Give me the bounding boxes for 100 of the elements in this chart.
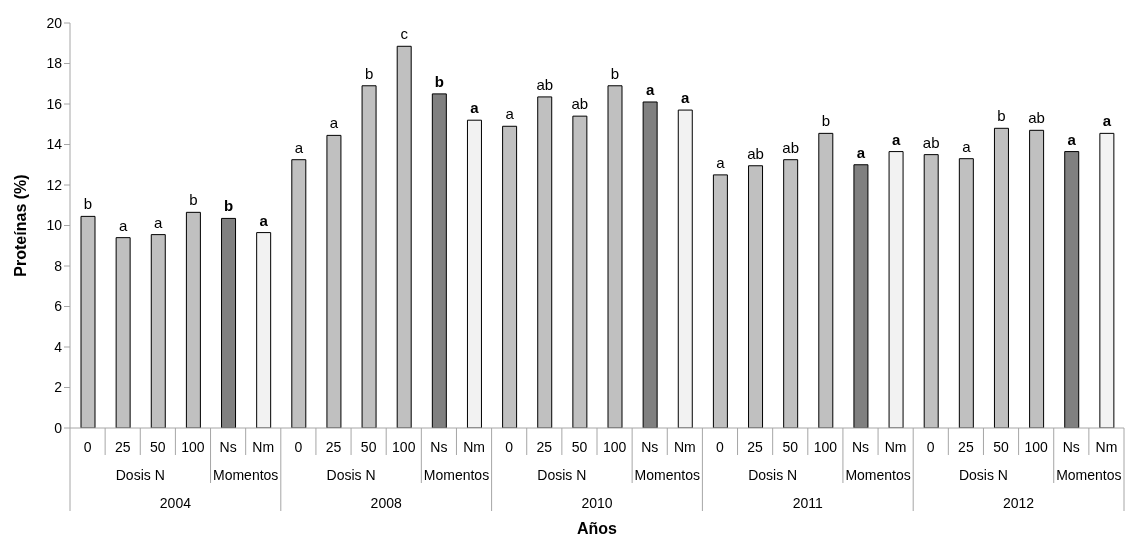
data-label: a: [856, 143, 866, 161]
text: Momentos: [212, 467, 279, 483]
bar: [1029, 129, 1045, 428]
bar: [748, 165, 764, 428]
bar: [853, 164, 869, 428]
x-tick-label: 100: [813, 439, 838, 455]
text: Momentos: [423, 467, 490, 483]
bar: [572, 115, 588, 428]
text: 2011: [792, 495, 824, 511]
text: Momentos: [1056, 467, 1122, 483]
x-tick-label: 50: [571, 439, 588, 455]
bar: [958, 158, 974, 428]
bar: [677, 109, 693, 428]
data-label: c: [400, 25, 409, 43]
text: 2008: [370, 495, 402, 511]
x-tick-label: Nm: [884, 439, 907, 455]
x-tick-label: 0: [83, 439, 92, 455]
bar: [712, 174, 728, 428]
x-tick-label: 100: [1024, 439, 1049, 455]
bar: [993, 127, 1009, 428]
bar: [537, 96, 553, 428]
data-label: ab: [536, 75, 554, 93]
y-tick-label: 0: [54, 419, 63, 436]
bar: [466, 119, 482, 428]
x-tick-label: 50: [150, 439, 166, 455]
text: 2004: [159, 495, 192, 511]
bar: [607, 85, 623, 428]
data-label: a: [1102, 112, 1112, 130]
x-tick-label: Ns: [851, 439, 870, 455]
bar: [502, 125, 518, 428]
data-label: a: [962, 137, 972, 155]
x-tick-label: 0: [294, 439, 303, 455]
x-tick-label: Ns: [1062, 439, 1080, 455]
data-label: b: [610, 64, 620, 82]
data-label: a: [645, 80, 655, 98]
text: Momentos: [634, 467, 700, 483]
data-label: ab: [782, 138, 800, 156]
text: Dosis N: [537, 467, 587, 483]
data-label: b: [364, 64, 374, 82]
data-label: b: [223, 197, 234, 215]
bar: [221, 217, 237, 428]
data-label: a: [505, 105, 515, 123]
y-tick-label: 4: [54, 338, 63, 355]
data-label: a: [294, 138, 304, 156]
data-label: b: [189, 191, 198, 209]
bar: [80, 215, 96, 428]
bar: [396, 45, 412, 428]
y-tick-label: 14: [46, 136, 63, 153]
data-label: a: [716, 153, 726, 171]
bar: [783, 159, 799, 428]
x-tick-label: 0: [926, 439, 935, 455]
bar: [818, 132, 834, 428]
text: 2010: [581, 495, 613, 511]
bar: [431, 93, 447, 428]
x-tick-label: 25: [747, 439, 764, 455]
data-label: b: [434, 72, 444, 90]
bar: [326, 134, 342, 428]
data-label: a: [1067, 130, 1077, 148]
x-tick-label: 50: [360, 439, 377, 455]
y-tick-label: 18: [46, 55, 63, 72]
x-tick-label: Nm: [252, 439, 275, 455]
data-label: b: [997, 107, 1006, 125]
x-tick-label: 25: [114, 439, 131, 455]
text: 2012: [1003, 495, 1035, 511]
data-label: ab: [922, 133, 940, 151]
text: Momentos: [845, 467, 911, 483]
data-label: a: [118, 216, 128, 234]
x-tick-label: 25: [958, 439, 974, 455]
x-tick-label: 50: [993, 439, 1010, 455]
x-tick-label: Nm: [1095, 439, 1118, 455]
bar: [291, 159, 307, 428]
x-tick-label: Nm: [673, 439, 696, 455]
bar: [1064, 151, 1080, 428]
data-label: ab: [571, 95, 589, 113]
data-label: a: [891, 130, 901, 148]
data-label: ab: [1028, 109, 1045, 127]
y-tick-label: 8: [54, 257, 63, 274]
bar: [256, 232, 272, 428]
bar: [1099, 132, 1115, 428]
y-tick-label: 10: [46, 217, 63, 234]
bar: [888, 151, 904, 428]
y-axis-title: Proteínas (%): [11, 174, 29, 277]
data-label: a: [259, 211, 269, 229]
data-label: a: [681, 89, 691, 107]
bar: [923, 154, 939, 428]
x-tick-label: Ns: [430, 439, 448, 455]
bar: [642, 101, 658, 428]
text: Dosis N: [326, 467, 376, 483]
y-tick-label: 16: [46, 95, 63, 112]
data-label: b: [821, 112, 830, 130]
x-tick-label: 100: [602, 439, 627, 455]
y-tick-label: 6: [54, 298, 63, 315]
x-tick-label: 100: [181, 439, 205, 455]
y-tick-label: 20: [46, 14, 63, 31]
text: Dosis N: [748, 467, 798, 483]
x-tick-label: 0: [716, 439, 725, 455]
x-tick-label: Nm: [463, 439, 485, 455]
x-tick-label: 25: [536, 439, 553, 455]
bar: [150, 234, 166, 428]
x-tick-label: 50: [782, 439, 799, 455]
